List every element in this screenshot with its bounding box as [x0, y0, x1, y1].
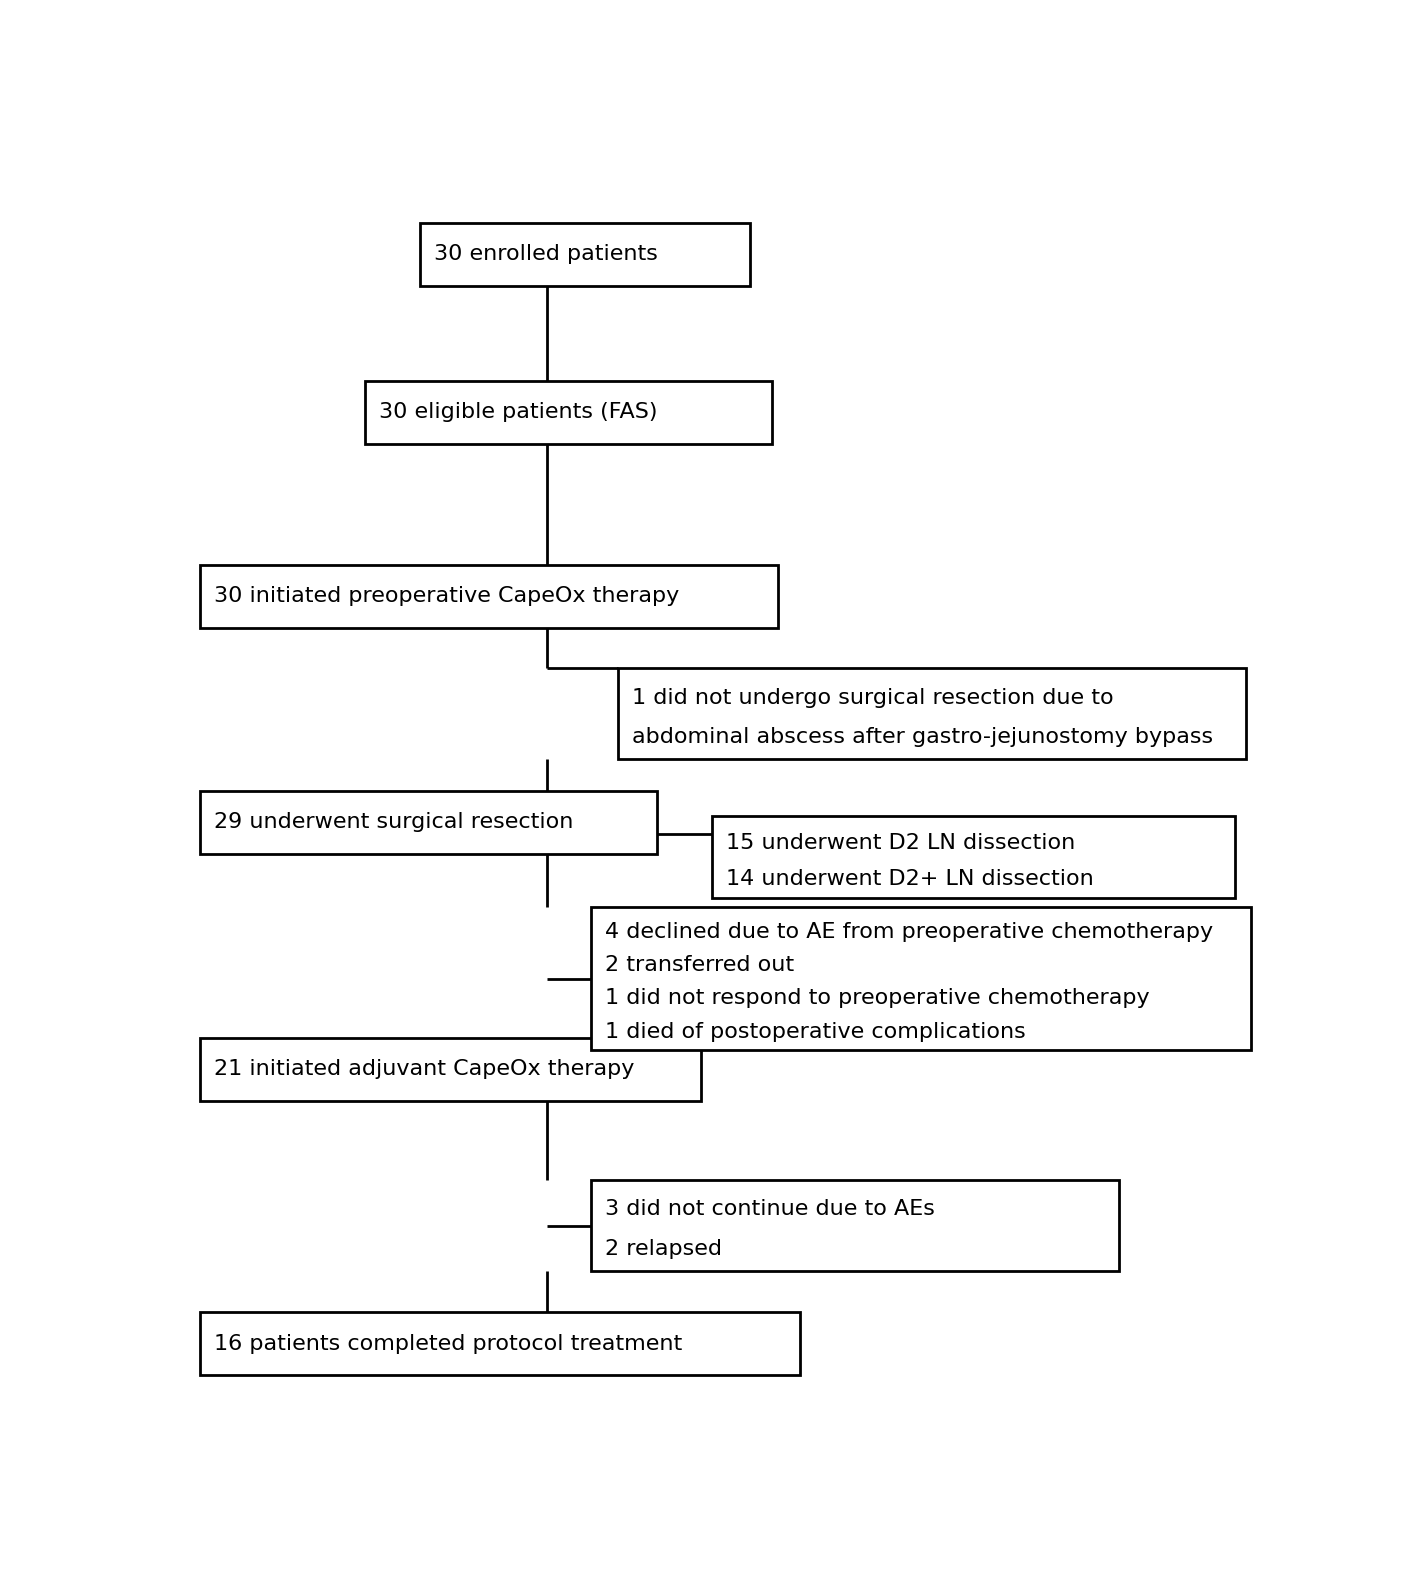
FancyBboxPatch shape [618, 668, 1246, 759]
Text: 30 eligible patients (FAS): 30 eligible patients (FAS) [379, 402, 658, 422]
Text: 21 initiated adjuvant CapeOx therapy: 21 initiated adjuvant CapeOx therapy [215, 1060, 634, 1079]
Text: 1 did not respond to preoperative chemotherapy: 1 did not respond to preoperative chemot… [605, 989, 1150, 1008]
Text: 30 initiated preoperative CapeOx therapy: 30 initiated preoperative CapeOx therapy [215, 586, 679, 606]
Text: 2 relapsed: 2 relapsed [605, 1240, 722, 1258]
FancyBboxPatch shape [199, 565, 777, 628]
FancyBboxPatch shape [591, 907, 1252, 1051]
Text: abdominal abscess after gastro-jejunostomy bypass: abdominal abscess after gastro-jejunosto… [632, 728, 1214, 747]
Text: 3 did not continue due to AEs: 3 did not continue due to AEs [605, 1200, 935, 1219]
FancyBboxPatch shape [365, 381, 773, 444]
Text: 1 did not undergo surgical resection due to: 1 did not undergo surgical resection due… [632, 688, 1114, 707]
Text: 14 underwent D2+ LN dissection: 14 underwent D2+ LN dissection [726, 869, 1094, 888]
FancyBboxPatch shape [199, 1312, 800, 1375]
FancyBboxPatch shape [421, 224, 750, 287]
Text: 29 underwent surgical resection: 29 underwent surgical resection [215, 813, 573, 832]
Text: 16 patients completed protocol treatment: 16 patients completed protocol treatment [215, 1334, 682, 1353]
Text: 4 declined due to AE from preoperative chemotherapy: 4 declined due to AE from preoperative c… [605, 921, 1214, 942]
Text: 2 transferred out: 2 transferred out [605, 954, 794, 975]
Text: 15 underwent D2 LN dissection: 15 underwent D2 LN dissection [726, 833, 1076, 854]
FancyBboxPatch shape [712, 816, 1235, 898]
FancyBboxPatch shape [199, 791, 657, 854]
Text: 1 died of postoperative complications: 1 died of postoperative complications [605, 1022, 1026, 1041]
Text: 30 enrolled patients: 30 enrolled patients [435, 244, 658, 265]
FancyBboxPatch shape [199, 1038, 701, 1101]
FancyBboxPatch shape [591, 1180, 1120, 1271]
